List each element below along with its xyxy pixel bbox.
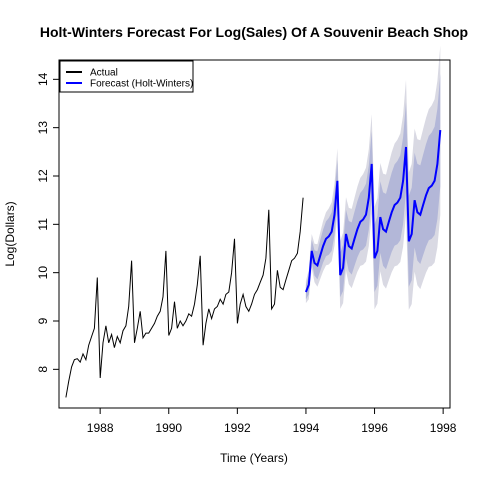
actual-series-line [65, 197, 304, 398]
legend-box [59, 60, 194, 93]
x-axis-label: Time (Years) [220, 451, 288, 465]
legend: Actual Forecast (Holt-Winters) [59, 60, 194, 93]
y-tick-label-10: 10 [36, 266, 50, 280]
chart-title: Holt-Winters Forecast For Log(Sales) Of … [40, 24, 468, 40]
x-tick-label-1990: 1990 [155, 421, 182, 435]
legend-label-actual: Actual [90, 68, 118, 79]
x-tick-label-1992: 1992 [224, 421, 251, 435]
x-tick-label-1998: 1998 [430, 421, 457, 435]
y-tick-label-12: 12 [36, 169, 50, 183]
y-axis: 8 9 10 11 12 13 14 [36, 72, 60, 373]
y-tick-label-14: 14 [36, 72, 50, 86]
series-lines [65, 130, 442, 398]
x-tick-label-1988: 1988 [87, 421, 114, 435]
y-tick-label-11: 11 [36, 218, 50, 231]
legend-label-forecast: Forecast (Holt-Winters) [90, 79, 193, 90]
y-axis-label: Log(Dollars) [3, 201, 17, 266]
x-axis: 1988 1990 1992 1994 1996 1998 [87, 407, 457, 435]
x-tick-label-1996: 1996 [361, 421, 388, 435]
y-tick-label-9: 9 [36, 317, 50, 324]
forecast-series-line [304, 130, 442, 293]
y-tick-label-13: 13 [36, 121, 50, 135]
x-tick-label-1994: 1994 [293, 421, 320, 435]
y-tick-label-8: 8 [36, 366, 50, 373]
